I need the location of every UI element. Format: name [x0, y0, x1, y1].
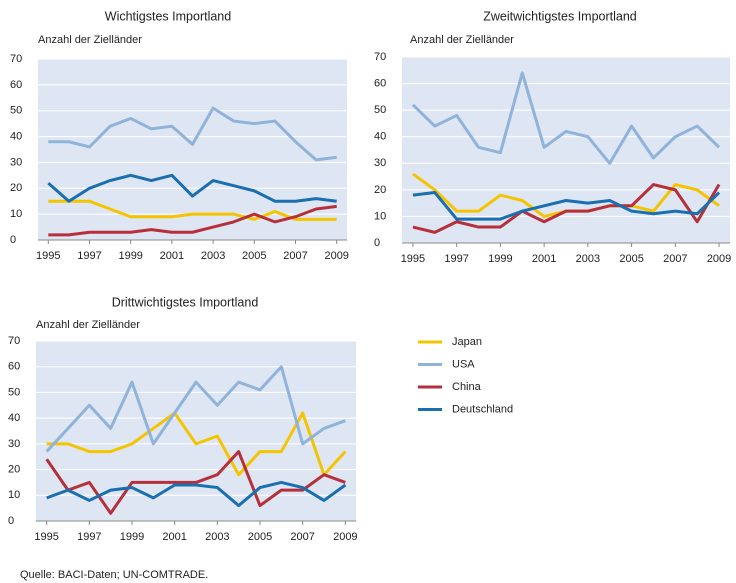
legend-label: USA	[452, 358, 475, 370]
y-tick-label: 20	[10, 182, 22, 194]
y-tick-label: 60	[374, 77, 386, 89]
series-line	[48, 204, 337, 237]
y-tick-label: 40	[10, 130, 22, 142]
chart-title: Wichtigstes Importland	[105, 9, 231, 23]
y-tick-label: 70	[374, 51, 386, 63]
y-tick-label: 0	[10, 234, 16, 246]
x-tick-label: 2007	[283, 250, 307, 262]
series-line	[412, 183, 721, 234]
y-tick-label: 60	[10, 79, 22, 91]
y-axis-label: Anzahl der Zielländer	[36, 319, 140, 331]
chart-title: Drittwichtigstes Importland	[112, 295, 259, 309]
series-line	[48, 199, 337, 221]
x-tick-label: 1995	[34, 531, 58, 543]
y-tick-label: 60	[8, 361, 20, 373]
x-tick-label: 2005	[242, 250, 266, 262]
x-tick-label: 2003	[576, 253, 600, 265]
x-tick-label: 2007	[663, 253, 687, 265]
y-tick-label: 20	[374, 184, 386, 196]
x-tick-label: 2009	[324, 250, 348, 262]
x-tick-label: 2003	[201, 250, 225, 262]
y-tick-label: 50	[374, 104, 386, 116]
x-tick-label: 1995	[36, 250, 60, 262]
series-line	[411, 71, 721, 165]
y-tick-label: 10	[10, 208, 22, 220]
y-tick-label: 30	[10, 156, 22, 168]
x-tick-label: 2009	[333, 531, 357, 543]
x-tick-label: 1997	[444, 253, 468, 265]
y-tick-label: 10	[8, 489, 20, 501]
x-tick-label: 1997	[77, 250, 101, 262]
y-tick-label: 20	[8, 463, 20, 475]
y-tick-label: 40	[374, 131, 386, 143]
x-tick-label: 2001	[162, 531, 186, 543]
x-tick-label: 2005	[248, 531, 272, 543]
y-tick-label: 40	[8, 412, 20, 424]
x-tick-label: 2003	[205, 531, 229, 543]
x-tick-label: 2005	[619, 253, 643, 265]
series-line	[45, 450, 346, 515]
series-line	[412, 191, 721, 221]
x-tick-label: 1999	[118, 250, 142, 262]
x-tick-label: 1999	[120, 531, 144, 543]
y-tick-label: 30	[8, 438, 20, 450]
legend-label: China	[452, 381, 482, 393]
chart-title: Zweitwichtigstes Importland	[483, 9, 637, 23]
y-tick-label: 10	[374, 210, 386, 222]
y-tick-label: 30	[374, 157, 386, 169]
plot-area	[402, 57, 730, 243]
series-line	[46, 411, 347, 477]
x-tick-label: 1995	[401, 253, 425, 265]
x-tick-label: 1997	[77, 531, 101, 543]
plot-area	[38, 59, 347, 240]
x-tick-label: 1999	[488, 253, 512, 265]
legend-label: Japan	[452, 336, 482, 348]
y-tick-label: 50	[8, 386, 20, 398]
y-tick-label: 0	[374, 237, 380, 249]
x-tick-label: 2001	[160, 250, 184, 262]
y-tick-label: 70	[8, 335, 20, 347]
x-tick-label: 2007	[290, 531, 314, 543]
x-tick-label: 2009	[707, 253, 731, 265]
y-axis-label: Anzahl der Zielländer	[38, 34, 142, 46]
y-tick-label: 50	[10, 105, 22, 117]
series-line	[46, 480, 347, 508]
legend-label: Deutschland	[452, 403, 513, 415]
y-tick-label: 0	[8, 515, 14, 527]
y-axis-label: Anzahl der Zielländer	[410, 34, 514, 46]
x-tick-label: 2001	[532, 253, 556, 265]
series-line	[48, 106, 337, 162]
series-line	[47, 173, 337, 203]
y-tick-label: 70	[10, 53, 22, 65]
series-line	[45, 365, 346, 453]
source-note: Quelle: BACI-Daten; UN-COMTRADE.	[20, 569, 208, 581]
